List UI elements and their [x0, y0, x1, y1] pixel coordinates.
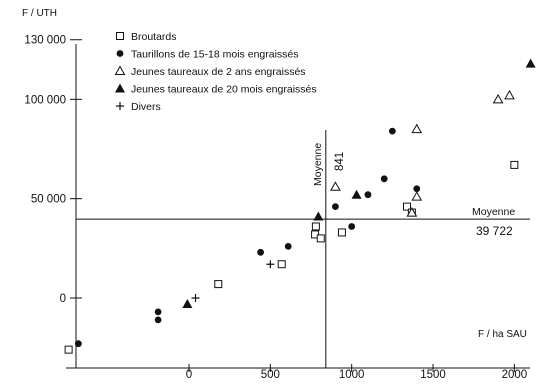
- data-point-circle-filled: [348, 223, 356, 230]
- mean-horizontal-value: 39 722: [476, 224, 513, 238]
- x-axis-label: F / ha SAU: [478, 329, 527, 340]
- legend-label: Divers: [131, 101, 161, 113]
- data-point-circle-filled: [74, 340, 82, 348]
- data-point-plus: [191, 294, 200, 302]
- data-point-plus: [266, 260, 275, 269]
- mean-vertical-value: 841: [334, 152, 346, 171]
- legend-marker-square-open: [116, 32, 124, 40]
- y-tick-label: 0: [60, 293, 66, 305]
- data-point-square-open: [311, 222, 320, 231]
- data-point-triangle-open: [411, 123, 423, 134]
- data-point-square-open: [510, 160, 519, 169]
- mean-vertical-label: Moyenne: [312, 143, 324, 186]
- x-tick-label: 2000: [502, 369, 528, 379]
- legend-marker-triangle-filled: [115, 83, 125, 93]
- data-point-square-open: [337, 228, 346, 237]
- data-point-circle-filled: [364, 191, 372, 199]
- y-axis-label: F / UTH: [22, 8, 57, 19]
- data-point-triangle-filled: [351, 189, 362, 199]
- y-tick-label: 130 000: [24, 35, 66, 47]
- y-tick-label: 100 000: [24, 94, 66, 106]
- data-point-circle-filled: [380, 175, 388, 183]
- data-point-circle-filled: [154, 308, 162, 316]
- legend-label: Broutards: [131, 31, 177, 43]
- mean-horizontal-label: Moyenne: [472, 206, 515, 218]
- data-point-circle-filled: [332, 203, 339, 211]
- data-point-triangle-filled: [182, 298, 193, 308]
- data-point-square-open: [277, 260, 286, 269]
- legend-label: Jeunes taureaux de 2 ans engraissés: [131, 66, 306, 78]
- data-point-circle-filled: [284, 242, 292, 250]
- data-point-circle-filled: [388, 127, 396, 135]
- legend-marker-triangle-open: [114, 65, 126, 75]
- legend-marker-plus: [116, 102, 124, 110]
- data-point-square-open: [316, 234, 325, 243]
- data-point-triangle-open: [411, 191, 423, 201]
- data-point-triangle-open: [492, 93, 504, 104]
- data-point-triangle-open: [330, 181, 341, 191]
- data-point-triangle-open: [504, 89, 515, 100]
- data-point-triangle-filled: [313, 211, 324, 221]
- data-point-circle-filled: [257, 248, 264, 256]
- data-point-triangle-open: [406, 207, 418, 217]
- x-tick-label: 500: [261, 369, 280, 379]
- data-point-square-open: [214, 280, 223, 289]
- legend-label: Jeunes taureaux de 20 mois engraissés: [131, 84, 317, 96]
- data-point-triangle-filled: [525, 58, 536, 68]
- legend-label: Taurillons de 15-18 mois engraissés: [131, 49, 299, 61]
- data-point-square-open: [402, 202, 411, 211]
- legend-marker-circle-filled: [116, 50, 124, 57]
- x-tick-label: 1500: [420, 369, 446, 379]
- data-point-circle-filled: [154, 316, 162, 324]
- y-tick-label: 50 000: [31, 194, 66, 206]
- x-tick-label: 0: [186, 369, 192, 379]
- x-tick-label: 1000: [339, 369, 365, 379]
- data-point-circle-filled: [413, 185, 421, 193]
- data-point-square-open: [64, 345, 73, 354]
